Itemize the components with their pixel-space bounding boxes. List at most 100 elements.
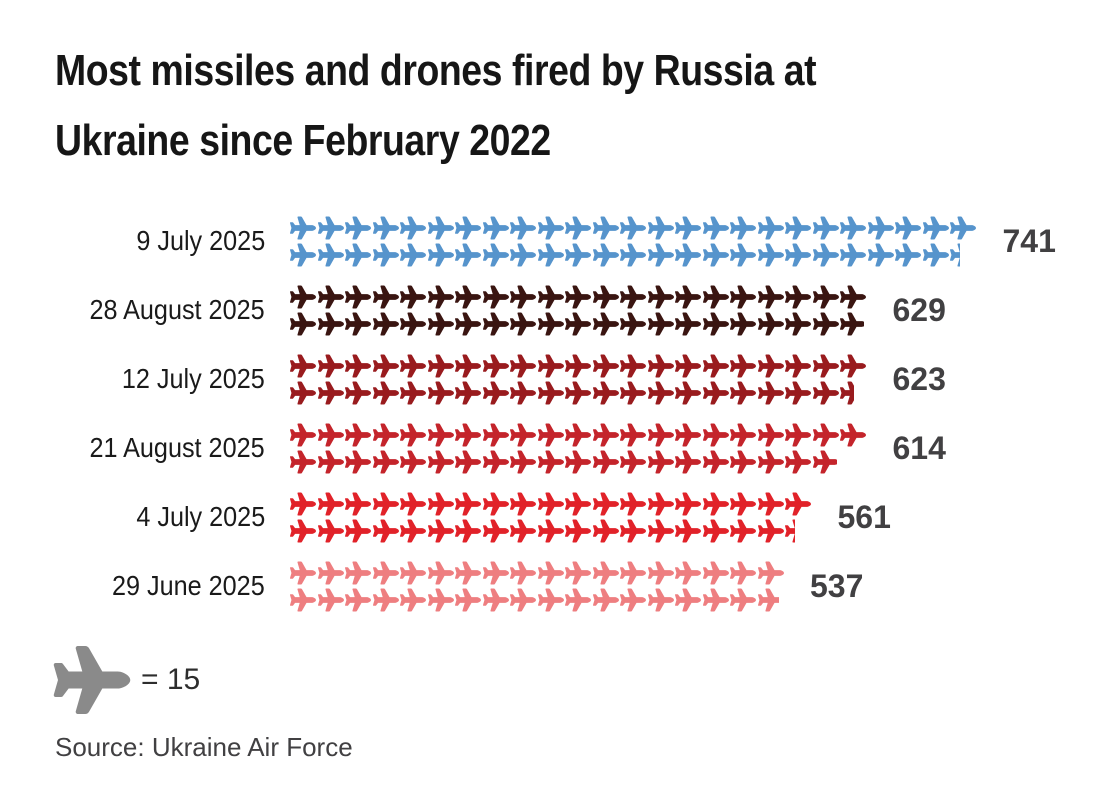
row-icons [290, 352, 868, 406]
plane-icon [427, 242, 454, 267]
plane-icon [895, 242, 921, 267]
plane-icon [510, 449, 536, 474]
plane-icon [455, 311, 481, 336]
plane-icon [812, 311, 839, 336]
row-icons [290, 559, 785, 613]
plane-icon [675, 380, 701, 405]
plane-icon [620, 242, 646, 267]
plane-icon [345, 560, 371, 585]
plane-icon [290, 449, 316, 474]
plane-icon [592, 215, 619, 240]
plane-icon [730, 311, 756, 336]
icon-line-top [290, 421, 868, 448]
plane-icon [427, 518, 454, 543]
plane-icon [757, 284, 784, 309]
plane-icon [647, 422, 674, 447]
plane-icon [730, 284, 756, 309]
plane-icon [317, 242, 344, 267]
plane-icon [675, 422, 701, 447]
plane-icon [345, 215, 371, 240]
plane-icon [455, 242, 481, 267]
plane-icon [647, 491, 674, 516]
plane-icon [592, 491, 619, 516]
plane-icon [840, 380, 854, 405]
plane-icon [730, 422, 756, 447]
pictogram-row: 12 July 2025 623 [0, 352, 946, 406]
chart-title-line2: Ukraine since February 2022 [55, 116, 551, 165]
plane-icon [510, 380, 536, 405]
plane-icon [427, 491, 454, 516]
plane-icon [537, 587, 564, 612]
plane-icon [922, 242, 949, 267]
plane-icon [372, 587, 399, 612]
plane-icon [647, 518, 674, 543]
plane-icon [427, 353, 454, 378]
plane-icon [317, 311, 344, 336]
plane-icon [400, 353, 426, 378]
plane-icon [592, 353, 619, 378]
plane-icon [757, 587, 779, 612]
plane-icon [647, 449, 674, 474]
plane-icon [620, 449, 646, 474]
plane-icon [785, 215, 811, 240]
plane-icon [592, 422, 619, 447]
plane-icon [427, 380, 454, 405]
icon-line-bottom [290, 310, 868, 337]
icon-line-bottom [290, 379, 868, 406]
plane-icon [290, 380, 316, 405]
plane-icon [372, 215, 399, 240]
plane-icon [565, 353, 591, 378]
icon-line-top [290, 214, 978, 241]
plane-icon [510, 215, 536, 240]
plane-icon [922, 215, 949, 240]
plane-icon [785, 518, 795, 543]
plane-icon [757, 449, 784, 474]
plane-icon [427, 449, 454, 474]
plane-icon [675, 449, 701, 474]
row-date-label: 9 July 2025 [136, 225, 265, 256]
plane-icon [950, 242, 960, 267]
plane-icon [812, 380, 839, 405]
plane-icon [565, 587, 591, 612]
plane-icon [427, 284, 454, 309]
plane-icon [482, 560, 509, 585]
plane-icon [730, 353, 756, 378]
plane-icon [702, 311, 729, 336]
plane-icon [702, 491, 729, 516]
plane-icon [400, 449, 426, 474]
plane-icon [757, 353, 784, 378]
plane-icon [427, 587, 454, 612]
plane-icon [647, 380, 674, 405]
plane-icon [565, 560, 591, 585]
plane-icon [400, 242, 426, 267]
plane-icon [702, 518, 729, 543]
plane-icon [317, 449, 344, 474]
chart-title-line1: Most missiles and drones fired by Russia… [55, 46, 817, 95]
plane-icon [565, 422, 591, 447]
plane-icon [840, 353, 866, 378]
plane-icon [647, 215, 674, 240]
plane-icon [757, 491, 784, 516]
plane-icon [647, 560, 674, 585]
icon-line-top [290, 283, 868, 310]
row-date-label: 4 July 2025 [136, 501, 265, 532]
plane-icon [510, 242, 536, 267]
plane-icon [592, 518, 619, 543]
plane-icon [675, 311, 701, 336]
row-icons [290, 490, 813, 544]
plane-icon [455, 491, 481, 516]
plane-icon [537, 422, 564, 447]
plane-icon [400, 422, 426, 447]
plane-icon [400, 560, 426, 585]
plane-icon [565, 311, 591, 336]
plane-icon [812, 284, 839, 309]
plane-icon [317, 422, 344, 447]
row-value: 623 [892, 360, 946, 397]
plane-icon [702, 422, 729, 447]
plane-icon [482, 353, 509, 378]
plane-icon [812, 353, 839, 378]
plane-icon [510, 560, 536, 585]
plane-icon [620, 422, 646, 447]
plane-icon [785, 353, 811, 378]
icon-line-bottom [290, 517, 813, 544]
